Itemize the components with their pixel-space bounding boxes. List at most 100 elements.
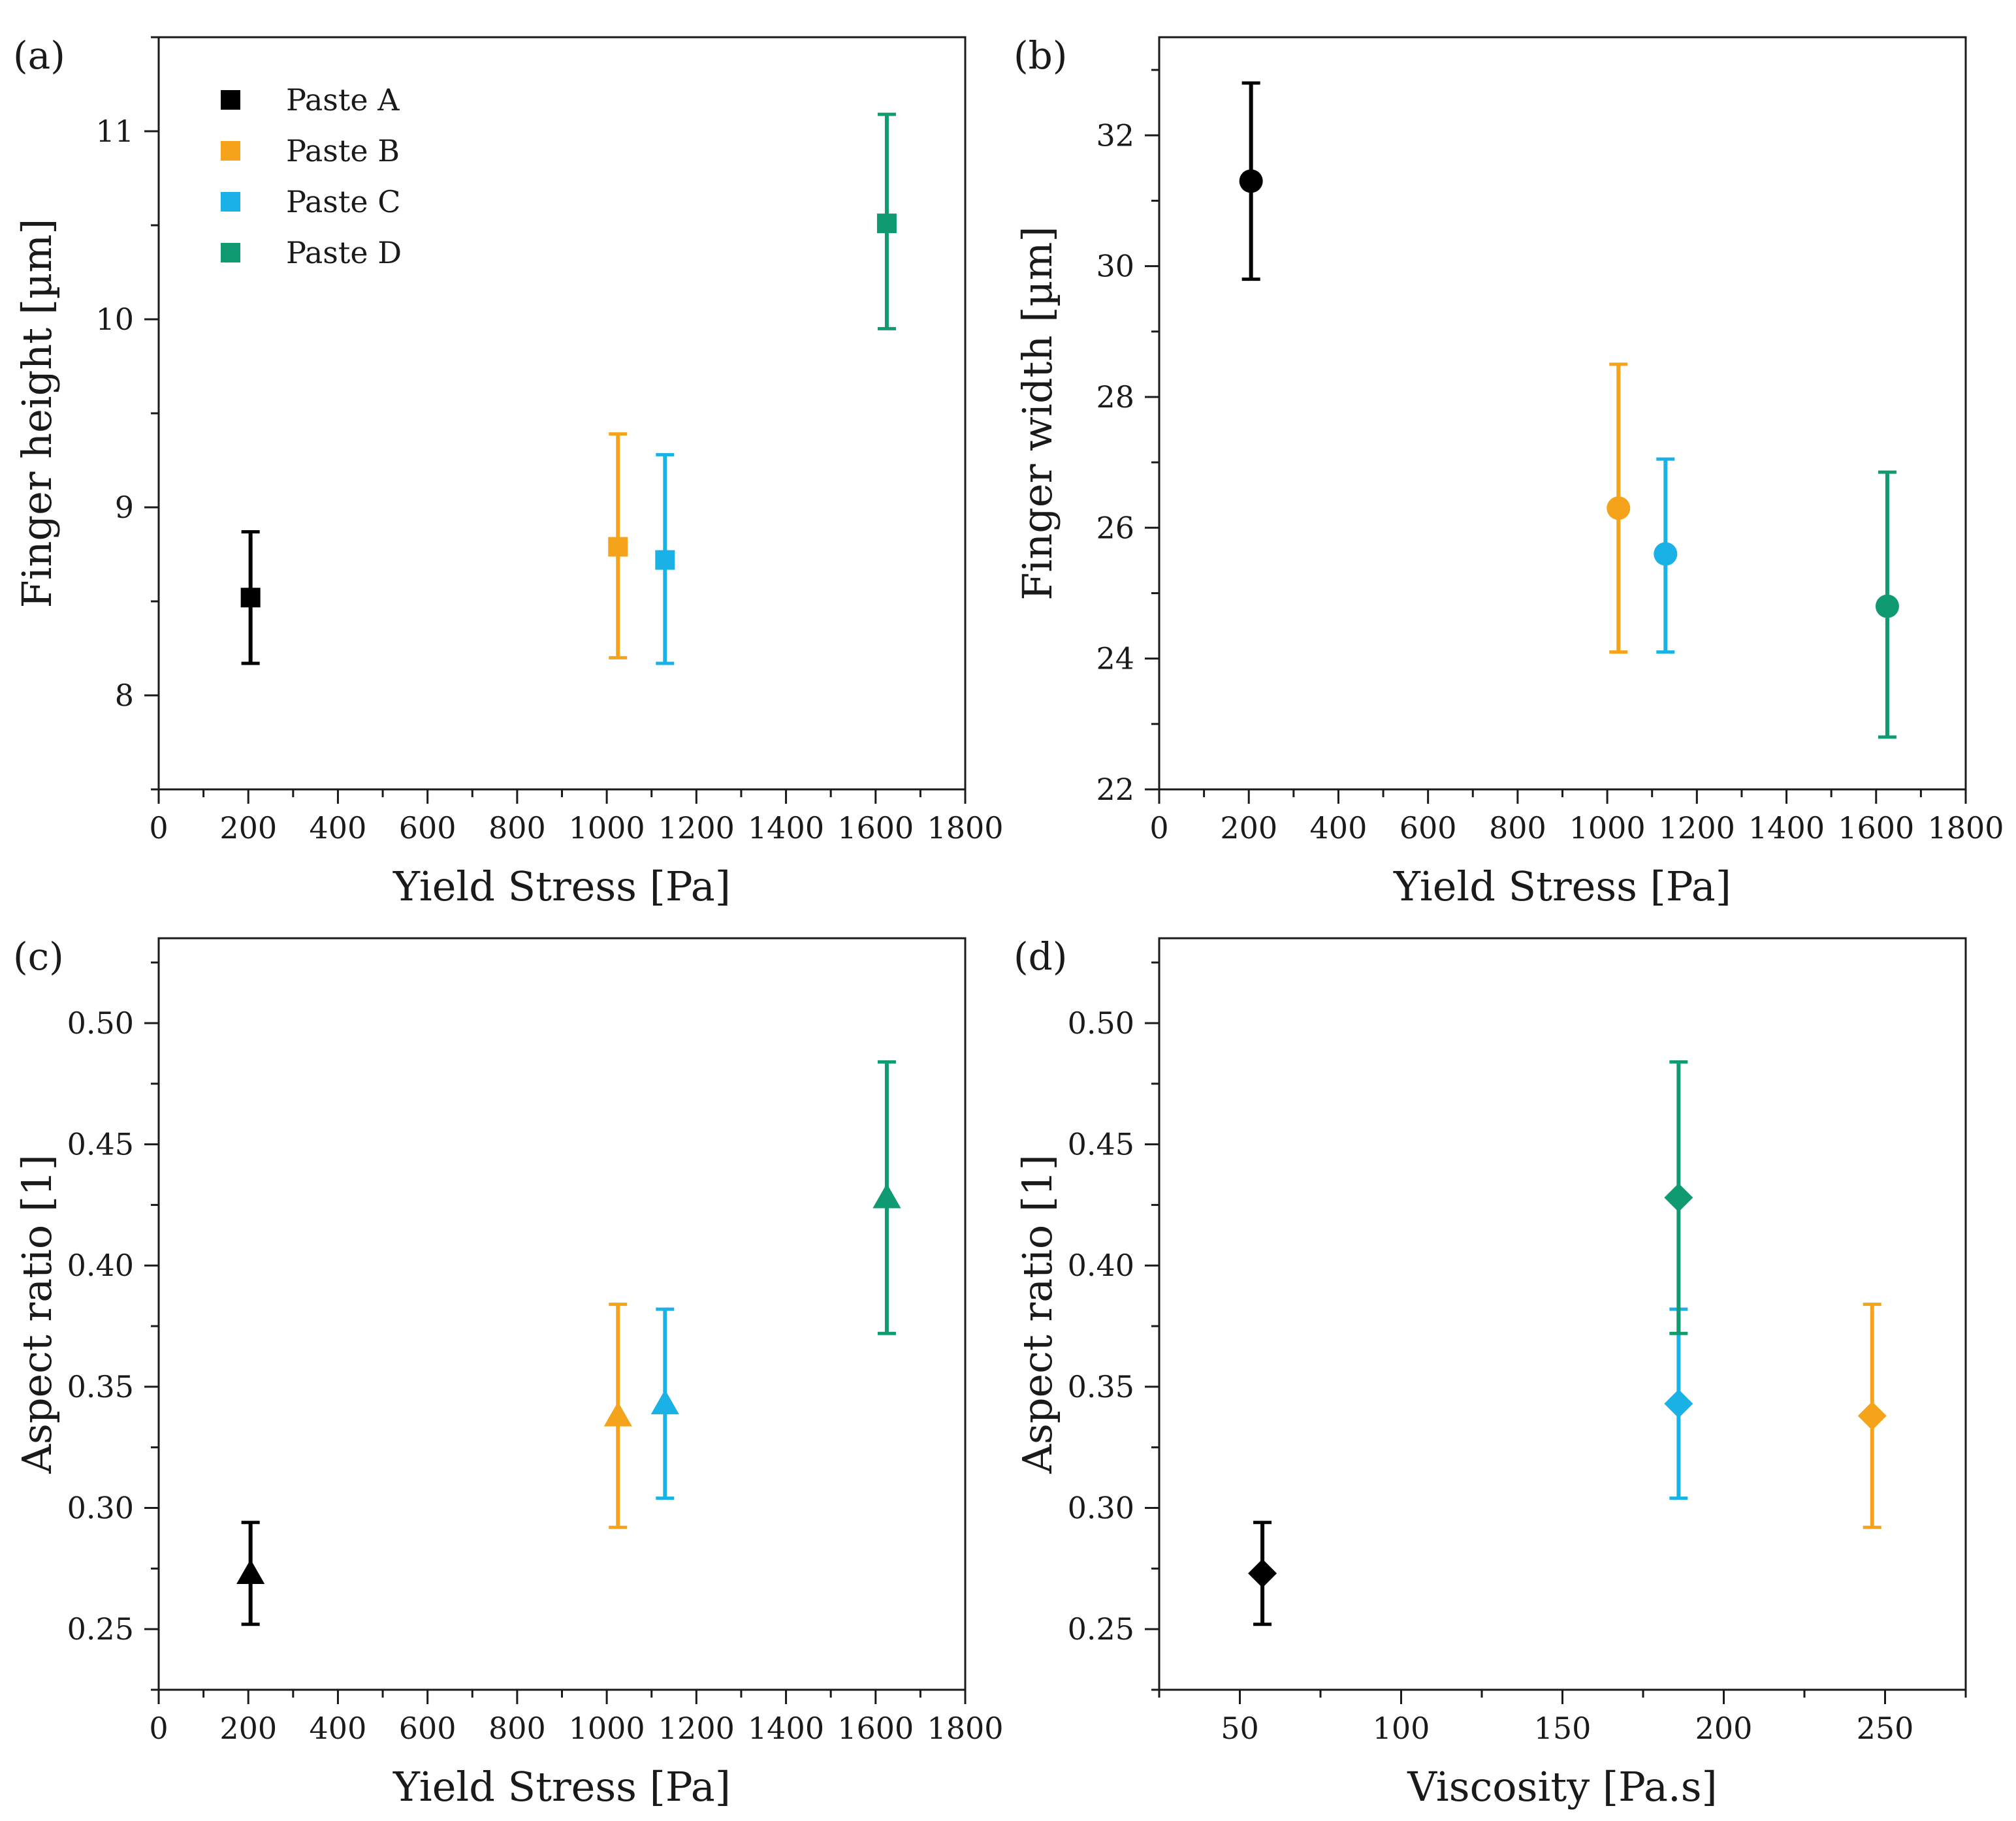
y-tick-label: 0.45 (1068, 1127, 1134, 1162)
data-marker (1857, 1401, 1887, 1431)
x-axis-label: Yield Stress [Pa] (392, 1763, 731, 1811)
y-tick-label: 0.50 (1068, 1006, 1134, 1041)
plot-frame (1158, 937, 1967, 1691)
y-tick-label: 0.30 (67, 1491, 134, 1526)
x-axis-label: Yield Stress [Pa] (392, 863, 731, 910)
x-tick-label: 1200 (658, 810, 735, 846)
y-tick-label: 26 (1096, 510, 1134, 545)
x-tick-label: 1800 (927, 810, 1003, 846)
data-point-paste-d (876, 112, 897, 330)
x-tick-label: 1400 (1748, 810, 1825, 846)
x-tick-label: 1000 (569, 810, 645, 846)
y-tick-label: 32 (1096, 118, 1134, 153)
y-tick-label: 10 (95, 302, 134, 337)
data-point-paste-b (1607, 362, 1631, 654)
x-tick-label: 250 (1857, 1711, 1914, 1746)
y-tick-label: 0.40 (67, 1248, 134, 1283)
x-tick-label: 400 (310, 810, 367, 846)
x-tick-label: 600 (1400, 810, 1457, 846)
x-tick-label: 0 (149, 1711, 168, 1746)
data-point-paste-a (1248, 1521, 1277, 1626)
x-tick-label: 800 (1489, 810, 1546, 846)
data-marker (1607, 496, 1631, 520)
data-marker (1664, 1389, 1693, 1418)
y-axis-label: Finger width [µm] (1014, 226, 1061, 600)
legend-label: Paste C (286, 184, 400, 219)
legend: Paste A Paste B Paste C Paste D (221, 82, 402, 270)
data-marker (1654, 542, 1678, 566)
data-point-paste-c (650, 1307, 679, 1500)
panel-d: (d) 50 100 150 200 250 0.25 0.30 0.35 0.40 0.45 0.5… (1014, 934, 1967, 1811)
data-point-paste-d (1664, 1060, 1693, 1335)
legend-swatch (221, 192, 240, 212)
legend-swatch (221, 243, 240, 262)
plot-frame (1158, 36, 1967, 791)
y-tick-label: 24 (1096, 641, 1134, 676)
x-tick-label: 0 (149, 810, 168, 846)
x-tick-label: 1600 (837, 810, 914, 846)
data-point-paste-a (236, 1521, 265, 1626)
y-tick-label: 9 (115, 490, 134, 525)
x-tick-label: 1800 (1927, 810, 2004, 846)
legend-label: Paste B (286, 133, 400, 168)
x-tick-label: 400 (1310, 810, 1368, 846)
x-tick-label: 100 (1373, 1711, 1430, 1746)
x-tick-label: 1200 (658, 1711, 735, 1746)
y-tick-label: 30 (1096, 249, 1134, 284)
panel-label: (c) (13, 934, 64, 979)
y-tick-label: 22 (1096, 772, 1134, 807)
data-marker (1248, 1559, 1277, 1588)
y-axis-label: Finger height [µm] (13, 219, 61, 609)
x-tick-label: 400 (310, 1711, 367, 1746)
x-tick-label: 50 (1221, 1711, 1259, 1746)
y-tick-label: 0.40 (1068, 1248, 1134, 1283)
data-marker (876, 214, 897, 234)
x-tick-label: 600 (399, 1711, 456, 1746)
y-tick-label: 0.35 (1068, 1369, 1134, 1404)
data-point-paste-c (1664, 1307, 1693, 1500)
data-marker (650, 1389, 679, 1415)
data-marker (608, 537, 628, 557)
x-axis-label: Viscosity [Pa.s] (1407, 1763, 1717, 1811)
x-tick-label: 1000 (569, 1711, 645, 1746)
x-tick-label: 800 (488, 1711, 546, 1746)
legend-label: Paste D (286, 235, 402, 270)
x-tick-label: 0 (1149, 810, 1168, 846)
data-marker (603, 1401, 632, 1427)
data-point-paste-b (1857, 1303, 1887, 1529)
data-point-paste-d (1875, 470, 1899, 739)
y-tick-label: 0.50 (67, 1006, 134, 1041)
data-point-paste-b (608, 432, 628, 659)
data-marker (236, 1559, 265, 1584)
y-tick-label: 0.25 (1068, 1611, 1134, 1647)
x-tick-label: 200 (1695, 1711, 1753, 1746)
legend-swatch (221, 141, 240, 161)
data-point-paste-c (655, 452, 675, 665)
x-tick-label: 200 (219, 1711, 277, 1746)
panel-label: (b) (1014, 33, 1067, 78)
x-tick-label: 1400 (748, 1711, 824, 1746)
y-tick-label: 0.25 (67, 1611, 134, 1647)
data-marker (1875, 594, 1899, 618)
y-tick-label: 8 (115, 678, 134, 713)
panel-label: (d) (1014, 934, 1067, 979)
x-tick-label: 1400 (748, 810, 824, 846)
x-tick-label: 600 (399, 810, 456, 846)
y-tick-label: 28 (1096, 379, 1134, 415)
y-tick-label: 0.30 (1068, 1491, 1134, 1526)
x-axis-label: Yield Stress [Pa] (1393, 863, 1731, 910)
x-tick-label: 200 (1220, 810, 1277, 846)
data-marker (655, 550, 675, 570)
panel-c: (c) 0 200 400 600 800 1000 1200 1400 1600 1800 0.25… (13, 934, 1004, 1811)
x-tick-label: 1800 (927, 1711, 1003, 1746)
data-marker (240, 588, 261, 608)
x-tick-label: 150 (1534, 1711, 1592, 1746)
data-marker (1239, 169, 1263, 193)
plot-frame (157, 36, 967, 791)
y-tick-label: 0.35 (67, 1369, 134, 1404)
y-tick-label: 0.45 (67, 1127, 134, 1162)
panel-a: (a) 0 200 400 600 800 1000 1200 1400 1600 1800 8 9 10… (13, 33, 1004, 910)
y-tick-label: 11 (95, 114, 134, 149)
x-tick-label: 1000 (1569, 810, 1646, 846)
